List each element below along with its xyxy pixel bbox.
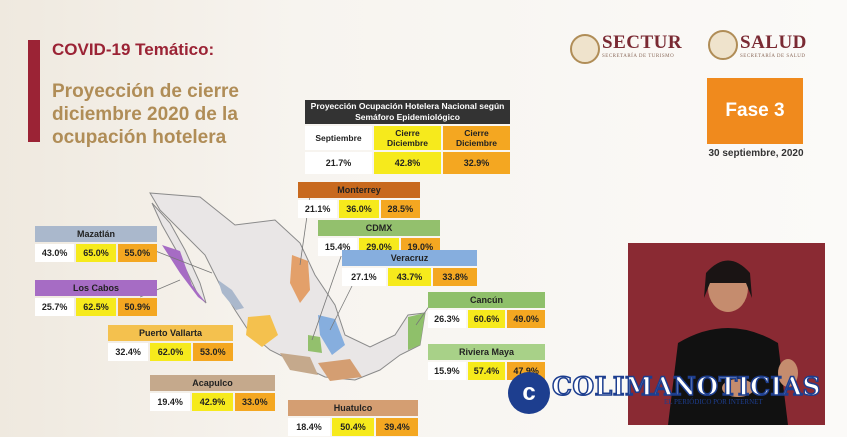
destination-value: 50.9% (117, 298, 157, 316)
national-table: Proyección Ocupación Hotelera Nacional s… (305, 100, 510, 174)
destination-table: Huatulco 18.4% 50.4% 39.4% (288, 400, 418, 436)
destination-values: 27.1% 43.7% 33.8% (342, 268, 478, 286)
phase-badge: Fase 3 (707, 78, 803, 144)
section-label: COVID-19 Temático: (52, 40, 215, 59)
salud-logo: SALUD SECRETARÍA DE SALUD (740, 32, 807, 59)
destination-value: 57.4% (467, 362, 506, 380)
destination-name: Huatulco (288, 400, 418, 416)
destination-name: Riviera Maya (428, 344, 545, 360)
interpreter-figure (668, 260, 798, 425)
seal (708, 30, 738, 60)
destination-values: 32.4% 62.0% 53.0% (108, 343, 233, 361)
title-line: Proyección de cierre (52, 81, 239, 102)
destination-value: 53.0% (192, 343, 233, 361)
destination-value: 50.4% (332, 418, 374, 436)
region-loscabos (162, 245, 206, 303)
destination-value: 21.1% (298, 200, 338, 218)
watermark-tagline: EL PERIÓDICO POR INTERNET (664, 398, 763, 406)
region-huatulco (318, 359, 362, 381)
destination-values: 21.1% 36.0% 28.5% (298, 200, 420, 218)
table-value: 42.8% (374, 152, 441, 174)
logo-subtext: SECRETARÍA DE SALUD (740, 54, 806, 59)
destination-name: Monterrey (298, 182, 420, 198)
destination-value: 27.1% (342, 268, 386, 286)
destination-table: Puerto Vallarta 32.4% 62.0% 53.0% (108, 325, 233, 361)
destination-name: Veracruz (342, 250, 477, 266)
title-line: ocupación hotelera (52, 127, 227, 148)
destination-values: 26.3% 60.6% 49.0% (428, 310, 546, 328)
destination-table: Riviera Maya 15.9% 57.4% 47.9% (428, 344, 546, 380)
destination-value: 36.0% (339, 200, 379, 218)
destination-name: Los Cabos (35, 280, 157, 296)
destination-name: CDMX (318, 220, 440, 236)
destination-name: Mazatlán (35, 226, 157, 242)
destination-table: Veracruz 27.1% 43.7% 33.8% (342, 250, 478, 286)
destination-table: Cancún 26.3% 60.6% 49.0% (428, 292, 546, 328)
destination-name: Acapulco (150, 375, 275, 391)
watermark: COLIMANOTICIAS EL PERIÓDICO POR INTERNET (551, 371, 821, 406)
destination-value: 32.4% (108, 343, 149, 361)
destination-name: Cancún (428, 292, 545, 308)
logo-text: SECTUR (602, 32, 683, 53)
title-line: diciembre 2020 de la (52, 104, 238, 125)
destination-name: Puerto Vallarta (108, 325, 233, 341)
seal (570, 34, 600, 64)
region-cdmx (308, 335, 322, 353)
region-mazatlan (218, 280, 244, 310)
table-value: 21.7% (305, 152, 372, 174)
destination-value: 33.8% (433, 268, 478, 286)
destination-value: 26.3% (428, 310, 466, 328)
destination-value: 42.9% (192, 393, 233, 411)
destination-value: 33.0% (234, 393, 275, 411)
destination-value: 65.0% (76, 244, 116, 262)
destination-table: Acapulco 19.4% 42.9% 33.0% (150, 375, 275, 411)
destination-value: 49.0% (507, 310, 546, 328)
watermark-brand: COLIMANOTICIAS (551, 371, 821, 402)
column-header: Septiembre (305, 126, 372, 150)
region-acapulco (280, 353, 318, 375)
destination-value: 43.7% (387, 268, 432, 286)
accent-bar (28, 40, 40, 142)
destination-value: 15.9% (428, 362, 466, 380)
destination-values: 18.4% 50.4% 39.4% (288, 418, 418, 436)
destination-value: 19.4% (150, 393, 191, 411)
destination-value: 28.5% (380, 200, 420, 218)
sectur-logo: SECTUR SECRETARÍA DE TURISMO (602, 32, 682, 59)
column-header: Cierre Diciembre (374, 126, 441, 150)
interpreter-video (628, 243, 825, 425)
destination-value: 62.0% (150, 343, 191, 361)
destination-table: Mazatlán 43.0% 65.0% 55.0% (35, 226, 157, 262)
region-cancun (408, 313, 425, 350)
destination-value: 18.4% (288, 418, 330, 436)
destination-value: 39.4% (376, 418, 418, 436)
destination-value: 43.0% (35, 244, 75, 262)
destination-values: 19.4% 42.9% 33.0% (150, 393, 275, 411)
logo-subtext: SECRETARÍA DE TURISMO (602, 54, 675, 59)
destination-value: 55.0% (117, 244, 157, 262)
destination-value: 25.7% (35, 298, 75, 316)
destination-values: 43.0% 65.0% 55.0% (35, 244, 157, 262)
table-value: 32.9% (443, 152, 510, 174)
logo-text: SALUD (740, 32, 807, 53)
region-vallarta (246, 315, 278, 347)
destination-value: 60.6% (467, 310, 506, 328)
column-header: Cierre Diciembre (443, 126, 510, 150)
destination-table: Monterrey 21.1% 36.0% 28.5% (298, 182, 420, 218)
destination-values: 25.7% 62.5% 50.9% (35, 298, 157, 316)
map (140, 192, 431, 381)
date: 30 septiembre, 2020 (708, 148, 804, 159)
destination-value: 62.5% (76, 298, 116, 316)
region-monterrey (290, 255, 310, 303)
destination-table: Los Cabos 25.7% 62.5% 50.9% (35, 280, 157, 316)
slide-title: Proyección de cierre diciembre 2020 de l… (52, 80, 239, 149)
table-title: Proyección Ocupación Hotelera Nacional s… (305, 100, 510, 124)
watermark-icon: c (508, 372, 550, 414)
region-veracruz (318, 315, 345, 355)
